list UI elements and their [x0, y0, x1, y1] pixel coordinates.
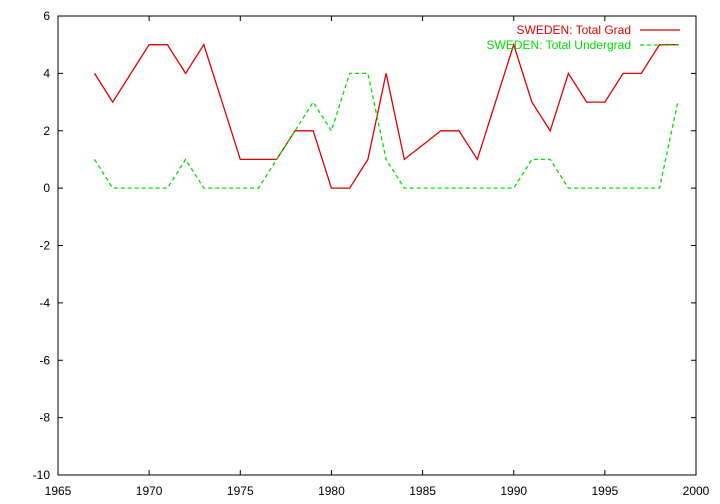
- x-tick-label: 1975: [227, 484, 254, 498]
- y-tick-label: -10: [33, 468, 51, 482]
- axis-ticks: [57, 15, 697, 476]
- y-tick-label: 6: [43, 9, 50, 23]
- series-lines: [93, 42, 679, 189]
- y-tick-label: 2: [43, 124, 50, 138]
- y-tick-label: -2: [39, 239, 50, 253]
- x-tick-label: 2000: [683, 484, 710, 498]
- series-line-2: [93, 72, 679, 189]
- x-tick-label: 1965: [45, 484, 72, 498]
- series-line-1: [93, 42, 678, 189]
- plot-frame: [57, 15, 697, 476]
- x-tick-label: 1985: [409, 484, 436, 498]
- y-tick-label: -8: [39, 411, 50, 425]
- legend-label-1: SWEDEN: Total Grad: [517, 23, 631, 37]
- axis-tick-labels: 1965 1970 1975 1980 1985 1990 1995 2000 -10 -8 -6 -…: [33, 9, 710, 498]
- y-tick-label: -6: [39, 353, 50, 367]
- x-tick-label: 1990: [500, 484, 527, 498]
- y-tick-label: 4: [43, 66, 50, 80]
- y-tick-label: -4: [39, 296, 50, 310]
- x-tick-label: 1980: [318, 484, 345, 498]
- y-tick-label: 0: [43, 181, 50, 195]
- x-tick-label: 1995: [592, 484, 619, 498]
- x-tick-label: 1970: [136, 484, 163, 498]
- legend-label-2: SWEDEN: Total Undergrad: [486, 38, 631, 52]
